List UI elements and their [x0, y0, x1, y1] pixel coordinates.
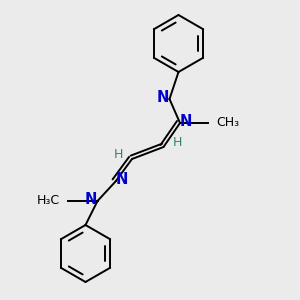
Text: N: N: [115, 172, 128, 188]
Text: N: N: [157, 90, 169, 105]
Text: H: H: [172, 136, 182, 149]
Text: CH₃: CH₃: [216, 116, 239, 130]
Text: N: N: [85, 192, 97, 207]
Text: H₃C: H₃C: [37, 194, 60, 208]
Text: N: N: [180, 114, 192, 129]
Text: H: H: [114, 148, 123, 161]
